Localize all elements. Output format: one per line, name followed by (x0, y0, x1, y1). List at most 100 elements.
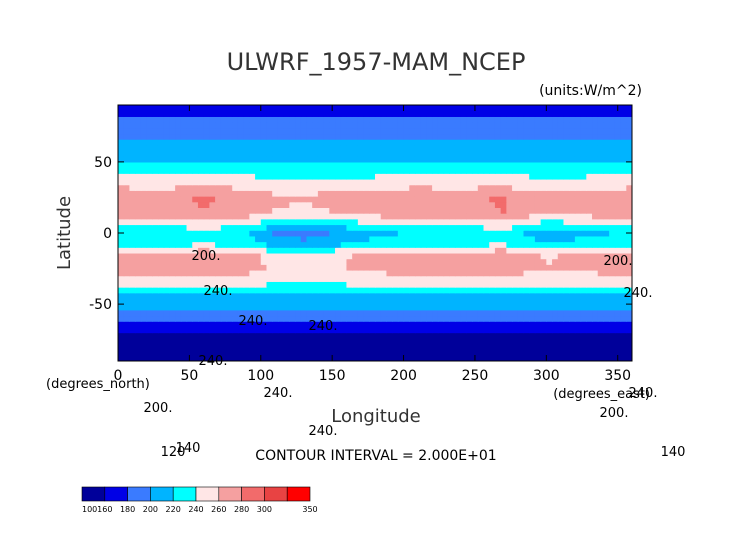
heatmap-cell (586, 230, 593, 237)
heatmap-cell (226, 315, 233, 322)
heatmap-cell (135, 156, 142, 163)
heatmap-cell (255, 218, 262, 226)
heatmap-cell (157, 304, 165, 311)
heatmap-cell (186, 321, 193, 328)
heatmap-cell (312, 110, 319, 117)
heatmap-cell (626, 133, 632, 140)
heatmap-cell (255, 287, 262, 294)
heatmap-cell (357, 105, 365, 112)
heatmap-cell (192, 230, 199, 237)
heatmap-cell (140, 241, 148, 248)
heatmap-cell (420, 309, 427, 317)
heatmap-cell (414, 292, 422, 300)
heatmap-cell (620, 201, 627, 208)
heatmap-cell (340, 196, 348, 203)
heatmap-cell (494, 173, 502, 180)
heatmap-cell (277, 287, 285, 294)
heatmap-cell (163, 241, 170, 248)
heatmap-cell (375, 309, 382, 317)
heatmap-cell (580, 343, 587, 351)
heatmap-cell (557, 201, 565, 208)
heatmap-cell (500, 218, 507, 226)
heatmap-cell (534, 235, 542, 243)
heatmap-cell (397, 252, 405, 260)
heatmap-cells (118, 105, 632, 361)
heatmap-cell (460, 139, 467, 146)
heatmap-cell (329, 184, 336, 191)
heatmap-cell (494, 264, 502, 271)
heatmap-cell (277, 355, 285, 361)
heatmap-cell (426, 190, 433, 197)
heatmap-cell (232, 178, 239, 186)
heatmap-cell (123, 247, 131, 254)
heatmap-cell (437, 178, 445, 186)
heatmap-cell (369, 230, 376, 237)
heatmap-cell (443, 167, 450, 174)
heatmap-cell (563, 133, 570, 140)
heatmap-cell (283, 247, 290, 254)
heatmap-cell (123, 127, 131, 135)
heatmap-cell (317, 167, 325, 174)
heatmap-cell (386, 338, 393, 345)
heatmap-cell (152, 196, 159, 203)
heatmap-cell (420, 264, 427, 271)
heatmap-cell (397, 190, 405, 197)
heatmap-cell (226, 298, 233, 305)
heatmap-cell (260, 110, 268, 117)
heatmap-cell (534, 184, 542, 191)
heatmap-cell (592, 298, 599, 305)
heatmap-cell (500, 139, 507, 146)
heatmap-cell (152, 190, 159, 197)
heatmap-cell (192, 190, 199, 197)
heatmap-cell (397, 332, 405, 339)
heatmap-cell (494, 338, 502, 345)
heatmap-cell (443, 224, 450, 231)
heatmap-cell (352, 304, 359, 311)
heatmap-cell (534, 213, 542, 220)
heatmap-cell (557, 321, 565, 328)
heatmap-cell (552, 252, 559, 260)
heatmap-cell (317, 326, 325, 334)
heatmap-cell (129, 275, 136, 282)
heatmap-cell (226, 139, 233, 146)
heatmap-cell (323, 144, 330, 152)
heatmap-cell (323, 105, 330, 112)
heatmap-cell (483, 287, 490, 294)
heatmap-cell (477, 150, 485, 157)
heatmap-cell (540, 235, 547, 243)
heatmap-cell (335, 110, 342, 117)
heatmap-cell (460, 184, 467, 191)
heatmap-cell (426, 161, 433, 169)
heatmap-cell (215, 127, 222, 135)
heatmap-cell (614, 258, 622, 265)
heatmap-cell (243, 190, 250, 197)
heatmap-cell (317, 224, 325, 231)
heatmap-cell (397, 218, 405, 226)
heatmap-cell (386, 304, 393, 311)
heatmap-cell (260, 105, 268, 112)
heatmap-cell (272, 338, 279, 345)
heatmap-cell (557, 178, 565, 186)
heatmap-cell (197, 105, 205, 112)
heatmap-cell (386, 349, 393, 356)
heatmap-cell (626, 275, 632, 282)
heatmap-cell (614, 207, 622, 214)
heatmap-cell (157, 230, 165, 237)
heatmap-cell (409, 235, 416, 243)
heatmap-cell (540, 264, 547, 271)
heatmap-cell (563, 116, 570, 123)
heatmap-cell (375, 161, 382, 169)
heatmap-cell (123, 230, 131, 237)
heatmap-cell (129, 264, 136, 271)
heatmap-cell (363, 190, 370, 197)
heatmap-cell (243, 235, 250, 243)
heatmap-cell (363, 213, 370, 220)
heatmap-cell (175, 315, 182, 322)
heatmap-cell (175, 287, 182, 294)
heatmap-cell (494, 292, 502, 300)
heatmap-cell (375, 258, 382, 265)
heatmap-cell (306, 287, 313, 294)
heatmap-cell (386, 315, 393, 322)
heatmap-cell (152, 133, 159, 140)
heatmap-cell (272, 224, 279, 231)
